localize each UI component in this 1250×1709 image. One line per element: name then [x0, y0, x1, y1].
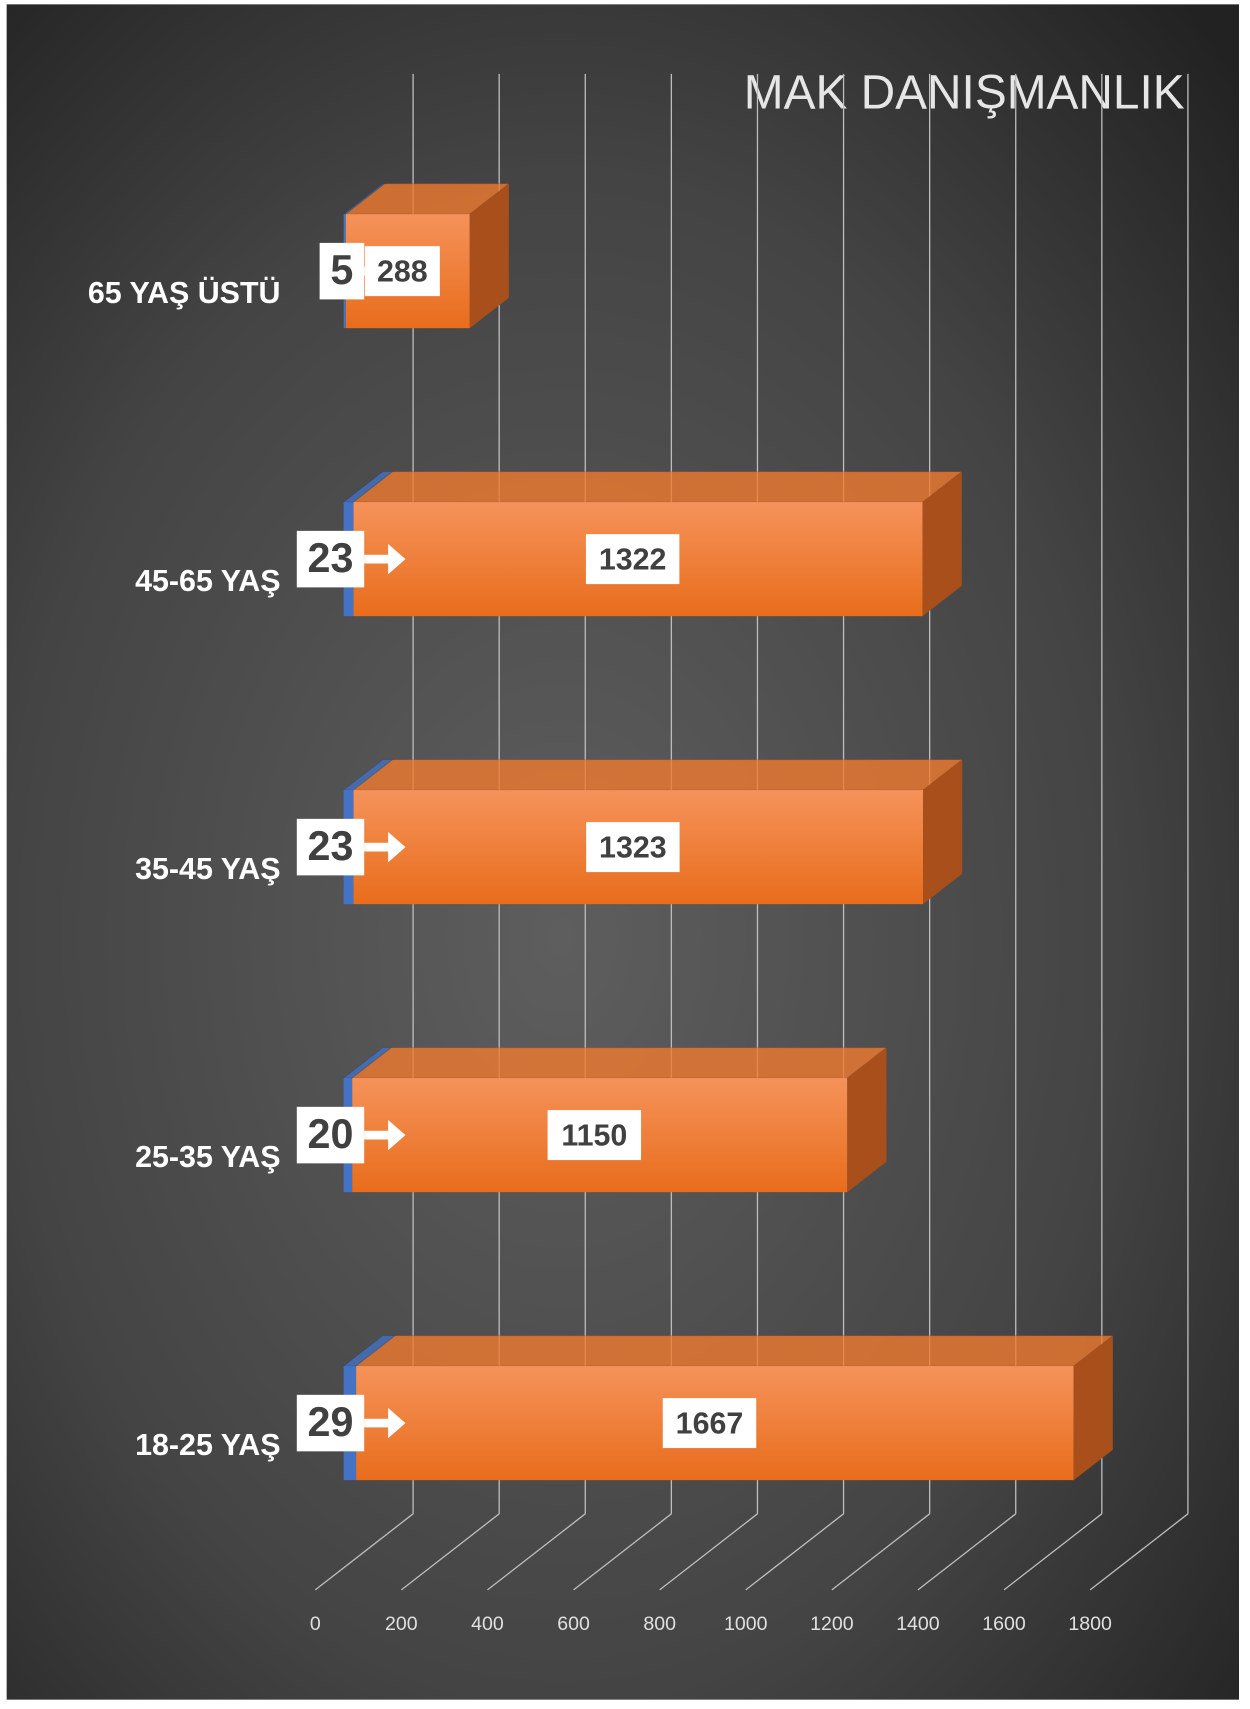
floor-line [314, 1513, 414, 1591]
x-tick-label: 200 [385, 1613, 418, 1635]
floor-line [917, 1513, 1017, 1591]
bar-top [351, 759, 964, 791]
bar-side [469, 183, 509, 329]
label-arrow [364, 831, 406, 863]
value-label: 20 [308, 1111, 354, 1157]
value-label: 5 [330, 247, 353, 293]
value-label: 23 [308, 535, 354, 581]
x-tick-label: 1600 [982, 1613, 1026, 1635]
floor-line [745, 1513, 844, 1591]
value-label: 1150 [561, 1118, 627, 1152]
value-label-box [296, 530, 365, 588]
value-label: 1323 [599, 830, 667, 864]
x-tick-label: 1400 [896, 1613, 940, 1635]
bar-side [1073, 1335, 1113, 1481]
bar-top [354, 1335, 1115, 1367]
value-label: 23 [308, 823, 354, 869]
value-label-box [364, 246, 440, 297]
value-label: 288 [377, 254, 428, 288]
value-label: 29 [308, 1399, 354, 1445]
floor-line [487, 1513, 586, 1591]
x-tick-label: 800 [643, 1613, 676, 1635]
value-label-box [585, 534, 680, 585]
category-label: 25-35 YAŞ [135, 1140, 280, 1174]
label-arrow [364, 1407, 406, 1439]
category-label: 18-25 YAŞ [135, 1428, 280, 1462]
value-label-box [319, 242, 365, 300]
category-label: 45-65 YAŞ [135, 564, 280, 598]
category-label: 65 YAŞ ÜSTÜ [88, 276, 281, 310]
x-tick-label: 1800 [1068, 1613, 1112, 1635]
floor-line [573, 1513, 672, 1591]
bar-side [847, 1047, 887, 1193]
bar-top [350, 1047, 888, 1079]
bar-side [922, 471, 962, 617]
value-label-box [296, 1394, 365, 1452]
value-label: 1667 [676, 1406, 744, 1440]
x-tick-label: 600 [557, 1613, 590, 1635]
x-tick-label: 1000 [724, 1613, 768, 1635]
value-label: 1322 [599, 542, 667, 576]
value-label-box [662, 1398, 757, 1449]
floor-line [831, 1513, 931, 1591]
floor-line [1089, 1513, 1189, 1591]
label-arrow [364, 1119, 406, 1151]
value-label-box [547, 1110, 642, 1161]
floor-line [659, 1513, 758, 1591]
floor-line [400, 1513, 500, 1591]
bar-side [923, 759, 963, 905]
category-label: 35-45 YAŞ [135, 852, 280, 886]
x-tick-label: 1200 [810, 1613, 854, 1635]
value-label-box [586, 822, 680, 873]
value-label-box [296, 818, 365, 876]
x-tick-label: 400 [471, 1613, 504, 1635]
label-arrow [364, 543, 406, 575]
bar-top [351, 471, 964, 503]
chart-title: MAK DANIŞMANLIK [744, 66, 1185, 119]
x-tick-label: 0 [310, 1613, 321, 1635]
floor-line [1003, 1513, 1103, 1591]
value-label-box [296, 1106, 365, 1164]
